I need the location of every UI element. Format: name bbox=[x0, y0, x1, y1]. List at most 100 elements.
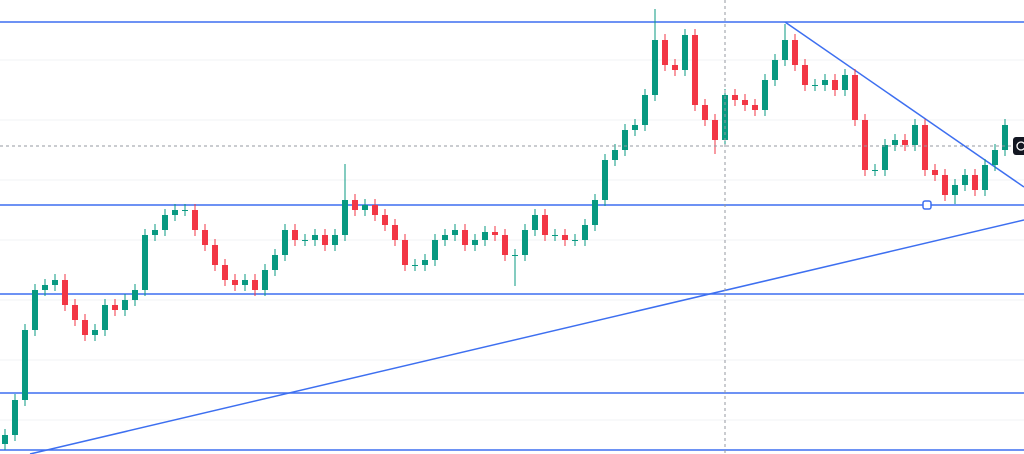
candle-body bbox=[302, 240, 308, 241]
candle-body bbox=[192, 210, 198, 230]
candle-body bbox=[472, 240, 478, 245]
candle-body bbox=[272, 255, 278, 270]
candle-body bbox=[422, 260, 428, 265]
candle-body bbox=[162, 215, 168, 230]
candle-body bbox=[822, 80, 828, 85]
candle-body bbox=[992, 150, 998, 165]
candle-body bbox=[952, 185, 958, 195]
candle-body bbox=[532, 215, 538, 230]
candle-body bbox=[892, 140, 898, 145]
candle-body bbox=[782, 40, 788, 60]
candle-body bbox=[492, 232, 498, 235]
candle-body bbox=[862, 120, 868, 170]
candle-body bbox=[112, 305, 118, 310]
button-bg bbox=[1013, 137, 1024, 155]
candle-body bbox=[362, 205, 368, 210]
candle-body bbox=[242, 280, 248, 285]
candle-body bbox=[12, 400, 18, 435]
candle-body bbox=[522, 230, 528, 255]
candle-body bbox=[212, 245, 218, 265]
drawing-handle[interactable] bbox=[922, 200, 932, 210]
candle-body bbox=[832, 80, 838, 90]
candle-body bbox=[942, 175, 948, 195]
candle-body bbox=[512, 255, 518, 256]
candle-body bbox=[2, 435, 8, 444]
candle-body bbox=[692, 35, 698, 105]
candle-body bbox=[32, 290, 38, 330]
candle-body bbox=[222, 265, 228, 280]
candle-body bbox=[652, 40, 658, 95]
button-icon bbox=[1016, 141, 1024, 151]
candle-body bbox=[182, 210, 188, 211]
candle-body bbox=[342, 200, 348, 235]
candle-body bbox=[52, 280, 58, 285]
candle-body bbox=[972, 175, 978, 190]
candle-body bbox=[632, 125, 638, 130]
candle-body bbox=[672, 65, 678, 70]
candle-body bbox=[762, 80, 768, 110]
crosshair-button[interactable] bbox=[1013, 137, 1024, 155]
candle-body bbox=[1002, 125, 1008, 150]
candle-body bbox=[92, 330, 98, 335]
trend-line bbox=[784, 21, 1024, 188]
candle-body bbox=[132, 290, 138, 300]
candle-body bbox=[742, 100, 748, 105]
candle-body bbox=[82, 320, 88, 335]
candle-body bbox=[372, 205, 378, 215]
candle-body bbox=[312, 235, 318, 240]
candle-body bbox=[982, 165, 988, 190]
candle-body bbox=[802, 65, 808, 85]
candle-body bbox=[62, 280, 68, 305]
candle-body bbox=[752, 105, 758, 110]
candle-body bbox=[172, 210, 178, 215]
candle-body bbox=[932, 170, 938, 175]
candle-body bbox=[432, 240, 438, 260]
candle-body bbox=[712, 120, 718, 140]
candle-body bbox=[962, 175, 968, 185]
candle-body bbox=[412, 265, 418, 266]
candle-body bbox=[282, 230, 288, 255]
candle-body bbox=[622, 130, 628, 150]
candle-body bbox=[462, 230, 468, 245]
candle-body bbox=[122, 300, 128, 310]
candle-body bbox=[542, 215, 548, 235]
candle-body bbox=[482, 232, 488, 240]
candle-body bbox=[322, 235, 328, 245]
candle-body bbox=[42, 285, 48, 290]
candle-body bbox=[232, 280, 238, 285]
candle-body bbox=[292, 230, 298, 240]
candle-body bbox=[502, 235, 508, 255]
candle-body bbox=[252, 280, 258, 290]
candle-body bbox=[812, 85, 818, 86]
candle-body bbox=[102, 305, 108, 330]
candle-body bbox=[662, 40, 668, 65]
candle-body bbox=[702, 105, 708, 120]
candle-body bbox=[642, 95, 648, 125]
candle-body bbox=[772, 60, 778, 80]
candle-body bbox=[602, 160, 608, 200]
candle-body bbox=[582, 225, 588, 240]
candle-body bbox=[562, 235, 568, 240]
candle-body bbox=[352, 200, 358, 210]
candle-body bbox=[142, 235, 148, 290]
candle-body bbox=[792, 40, 798, 65]
candle-body bbox=[842, 75, 848, 90]
candle-body bbox=[72, 305, 78, 320]
candle-body bbox=[332, 235, 338, 245]
candle-body bbox=[682, 35, 688, 70]
candle-body bbox=[442, 235, 448, 240]
plot bbox=[0, 9, 1024, 454]
candle-body bbox=[852, 75, 858, 120]
grid bbox=[0, 59, 1024, 421]
candle-body bbox=[912, 125, 918, 145]
candle-body bbox=[22, 330, 28, 400]
candle-body bbox=[202, 230, 208, 245]
candle-body bbox=[722, 95, 728, 140]
candle-body bbox=[152, 230, 158, 235]
candle-body bbox=[572, 240, 578, 241]
candle-body bbox=[612, 150, 618, 160]
candle-body bbox=[882, 145, 888, 170]
